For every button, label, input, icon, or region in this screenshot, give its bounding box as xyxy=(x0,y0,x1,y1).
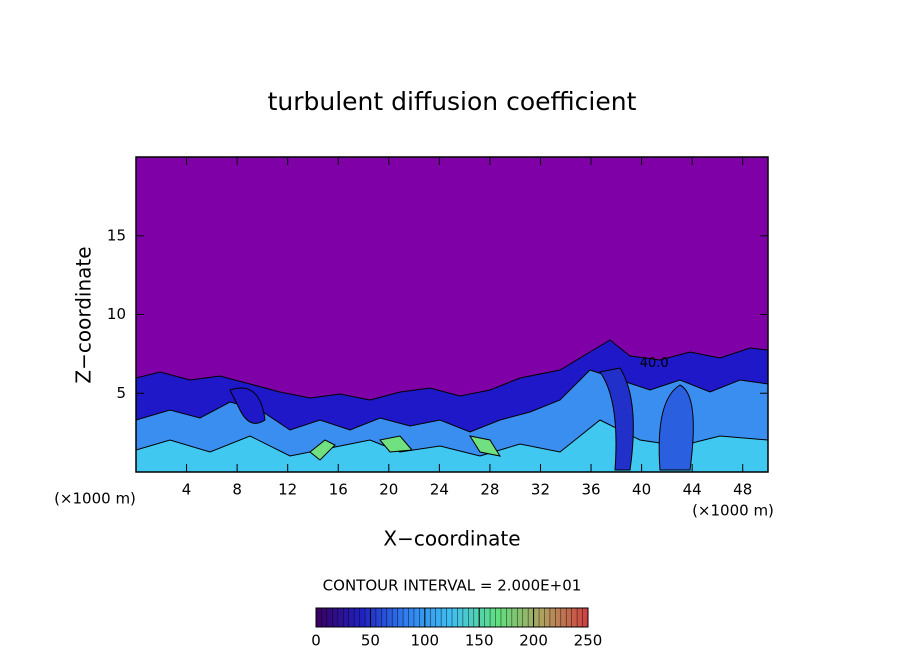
x-tick-label: 16 xyxy=(329,481,348,499)
x-tick-label: 40 xyxy=(632,481,651,499)
x-tick-label: 36 xyxy=(581,481,600,499)
colorbar-tick-label: 100 xyxy=(410,632,439,650)
x-unit: (×1000 m) xyxy=(692,502,774,520)
contour-field xyxy=(136,157,768,472)
colorbar-tick-label: 250 xyxy=(574,632,603,650)
y-unit: (×1000 m) xyxy=(54,490,136,508)
colorbar-tick-label: 50 xyxy=(361,632,380,650)
x-tick-label: 4 xyxy=(182,481,192,499)
x-axis-title: X−coordinate xyxy=(383,527,520,551)
x-tick-label: 32 xyxy=(531,481,550,499)
x-tick-label: 24 xyxy=(430,481,449,499)
x-tick-label: 28 xyxy=(480,481,499,499)
x-tick-label: 20 xyxy=(379,481,398,499)
chart-title: turbulent diffusion coefficient xyxy=(268,87,637,116)
colorbar-tick-label: 0 xyxy=(311,632,321,650)
y-axis-title: Z−coordinate xyxy=(72,246,96,383)
x-tick-label: 12 xyxy=(278,481,297,499)
contour-label: 40.0 xyxy=(640,356,669,371)
y-tick-label: 5 xyxy=(116,384,126,402)
contour-interval: CONTOUR INTERVAL = 2.000E+01 xyxy=(323,577,582,595)
y-tick-label: 15 xyxy=(107,226,126,244)
x-tick-label: 44 xyxy=(683,481,702,499)
x-tick-label: 8 xyxy=(232,481,242,499)
y-tick-label: 10 xyxy=(107,305,126,323)
colorbar-tick-label: 200 xyxy=(519,632,548,650)
x-tick-label: 48 xyxy=(733,481,752,499)
colorbar-tick-label: 150 xyxy=(465,632,494,650)
